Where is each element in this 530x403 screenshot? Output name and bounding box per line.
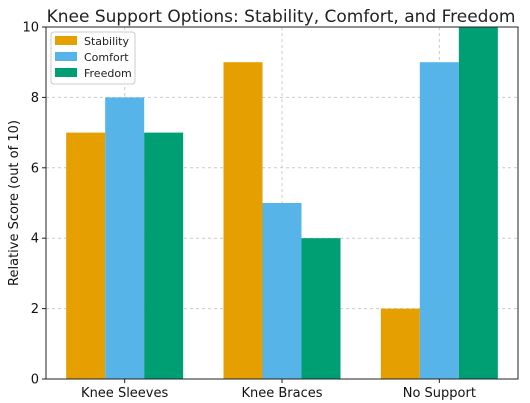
legend-swatch-freedom bbox=[55, 68, 77, 77]
y-axis-ticks: 0 2 4 6 8 10 bbox=[22, 21, 46, 388]
x-tick-label: Knee Braces bbox=[241, 386, 322, 401]
bar-comfort-knee-sleeves bbox=[105, 97, 145, 380]
y-tick-label: 4 bbox=[31, 232, 39, 247]
y-axis-label: Relative Score (out of 10) bbox=[7, 120, 22, 286]
legend-swatch-stability bbox=[55, 36, 77, 45]
y-tick-label: 6 bbox=[31, 161, 39, 176]
bars bbox=[66, 27, 498, 380]
bar-freedom-knee-braces bbox=[301, 238, 341, 379]
x-axis-ticks: Knee Sleeves Knee Braces No Support bbox=[81, 379, 476, 401]
bar-stability-no-support bbox=[380, 308, 420, 379]
bar-comfort-no-support bbox=[419, 62, 459, 379]
chart-title: Knee Support Options: Stability, Comfort… bbox=[47, 7, 516, 27]
bar-stability-knee-braces bbox=[223, 62, 263, 379]
legend: Stability Comfort Freedom bbox=[50, 31, 136, 85]
bar-freedom-no-support bbox=[458, 27, 498, 379]
x-tick-label: Knee Sleeves bbox=[81, 386, 168, 401]
bar-stability-knee-sleeves bbox=[66, 132, 106, 379]
legend-label-stability: Stability bbox=[84, 35, 130, 48]
bar-freedom-knee-sleeves bbox=[144, 132, 184, 379]
y-tick-label: 2 bbox=[31, 302, 39, 317]
y-tick-label: 8 bbox=[31, 91, 39, 106]
bar-comfort-knee-braces bbox=[262, 203, 302, 379]
legend-swatch-comfort bbox=[55, 52, 77, 61]
legend-label-comfort: Comfort bbox=[84, 51, 129, 64]
legend-label-freedom: Freedom bbox=[84, 67, 132, 80]
y-tick-label: 0 bbox=[31, 373, 39, 388]
y-tick-label: 10 bbox=[22, 21, 39, 36]
x-tick-label: No Support bbox=[403, 386, 476, 401]
